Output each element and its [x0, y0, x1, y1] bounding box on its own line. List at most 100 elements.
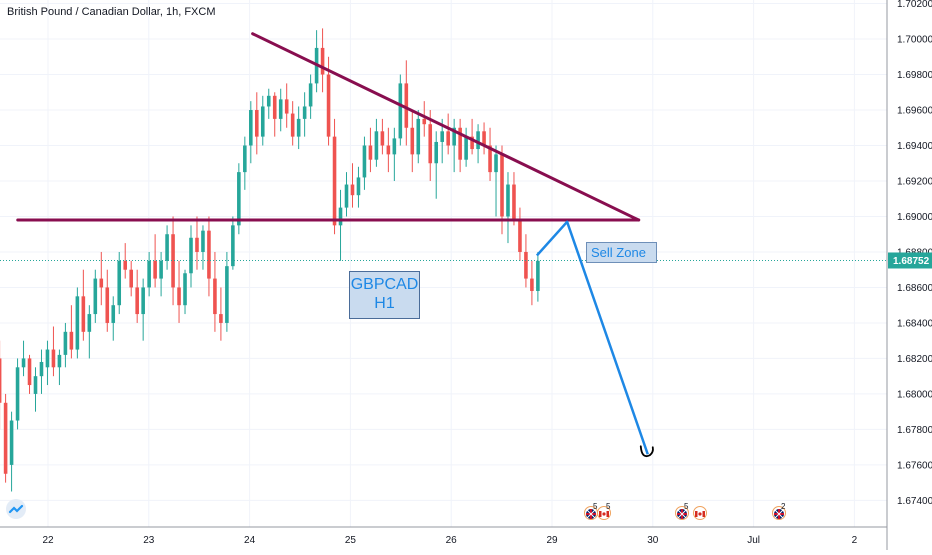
projection-path: [535, 220, 649, 455]
candle: [0, 340, 2, 430]
candle: [416, 110, 421, 164]
candle: [356, 166, 361, 208]
candle-body: [207, 230, 211, 279]
uk-flag-icon[interactable]: [675, 506, 689, 520]
candle: [386, 127, 391, 173]
sell-zone-note[interactable]: Sell Zone: [586, 242, 657, 263]
candle-body: [21, 358, 26, 368]
descending-trendline: [251, 32, 641, 222]
candle: [452, 118, 456, 173]
candle-body: [9, 420, 14, 465]
candle: [278, 88, 283, 132]
candle-body: [410, 127, 415, 155]
canada-flag-icon[interactable]: [597, 506, 611, 520]
candle-body: [308, 83, 313, 107]
candle-body: [27, 358, 32, 386]
candle: [332, 118, 337, 235]
candle-body: [368, 145, 373, 160]
x-tick-label: Jul: [747, 535, 760, 546]
candle-body: [476, 131, 480, 150]
tradingview-logo-icon[interactable]: [6, 499, 26, 519]
candle-body: [374, 131, 379, 160]
candle: [171, 216, 175, 306]
y-tick-label: 1.69000: [897, 212, 932, 223]
candle-body: [416, 118, 421, 155]
event-count: 5: [593, 502, 598, 511]
candle: [249, 101, 253, 164]
candle: [464, 127, 468, 167]
x-tick-label: 25: [345, 535, 357, 546]
y-tick-label: 1.67800: [897, 425, 932, 436]
candle: [99, 251, 104, 306]
candle: [219, 287, 223, 341]
candle: [9, 411, 14, 492]
chart-title: British Pound / Canadian Dollar, 1h, FXC…: [7, 6, 216, 18]
candle: [135, 269, 139, 323]
candle: [428, 110, 433, 181]
candle-body: [446, 131, 450, 146]
candle-body: [290, 113, 295, 137]
candle: [225, 251, 229, 332]
canada-flag-icon[interactable]: [693, 506, 707, 520]
candle-body: [278, 99, 283, 119]
candle-body: [284, 99, 289, 114]
candle: [398, 74, 403, 146]
candle-body: [452, 127, 456, 146]
candle-body: [524, 251, 528, 279]
candle: [129, 260, 133, 297]
candle: [75, 287, 80, 359]
candle: [470, 118, 474, 155]
y-tick-label: 1.69800: [897, 70, 932, 81]
candle: [458, 118, 462, 173]
x-tick-label: 23: [143, 535, 155, 546]
candle: [57, 349, 62, 386]
candle-body: [302, 106, 307, 119]
candle: [63, 322, 68, 368]
candle: [494, 145, 498, 217]
candle-body: [195, 237, 199, 252]
candle-body: [105, 287, 110, 323]
uk-flag-icon[interactable]: [772, 506, 786, 520]
candle-body: [350, 184, 355, 196]
candle: [488, 127, 492, 181]
candle-body: [326, 74, 331, 137]
candle-body: [75, 296, 80, 350]
candle: [410, 110, 415, 173]
candle-body: [422, 118, 427, 125]
candle-body: [482, 131, 486, 146]
candle-body: [500, 154, 504, 217]
candle-body: [225, 266, 229, 323]
candle-body: [177, 287, 181, 306]
candle-body: [530, 278, 534, 292]
candle: [213, 251, 217, 332]
candle-body: [332, 136, 337, 226]
candle: [368, 127, 373, 173]
candle: [189, 225, 193, 288]
x-tick-label: 2: [852, 535, 858, 546]
candle-body: [117, 260, 122, 306]
sell-zone-label: Sell Zone: [591, 245, 646, 260]
candle-body: [81, 296, 86, 332]
candle: [506, 172, 510, 244]
y-tick-label: 1.69400: [897, 141, 932, 152]
candle-body: [440, 131, 444, 142]
candle: [87, 305, 92, 359]
candle: [177, 260, 181, 323]
event-count: 5: [684, 502, 689, 511]
candle-body: [219, 314, 223, 323]
candle: [207, 216, 211, 297]
candle-body: [171, 234, 175, 288]
candle: [45, 340, 50, 386]
symbol-note[interactable]: GBPCAD H1: [349, 271, 420, 319]
candle: [530, 260, 534, 306]
candle-body: [39, 361, 44, 377]
drawing-lines[interactable]: [0, 32, 887, 458]
candle: [183, 269, 187, 315]
candle-body: [344, 184, 349, 208]
candle-body: [237, 172, 241, 226]
uk-flag-icon[interactable]: [584, 506, 598, 520]
candle-body: [189, 237, 193, 274]
